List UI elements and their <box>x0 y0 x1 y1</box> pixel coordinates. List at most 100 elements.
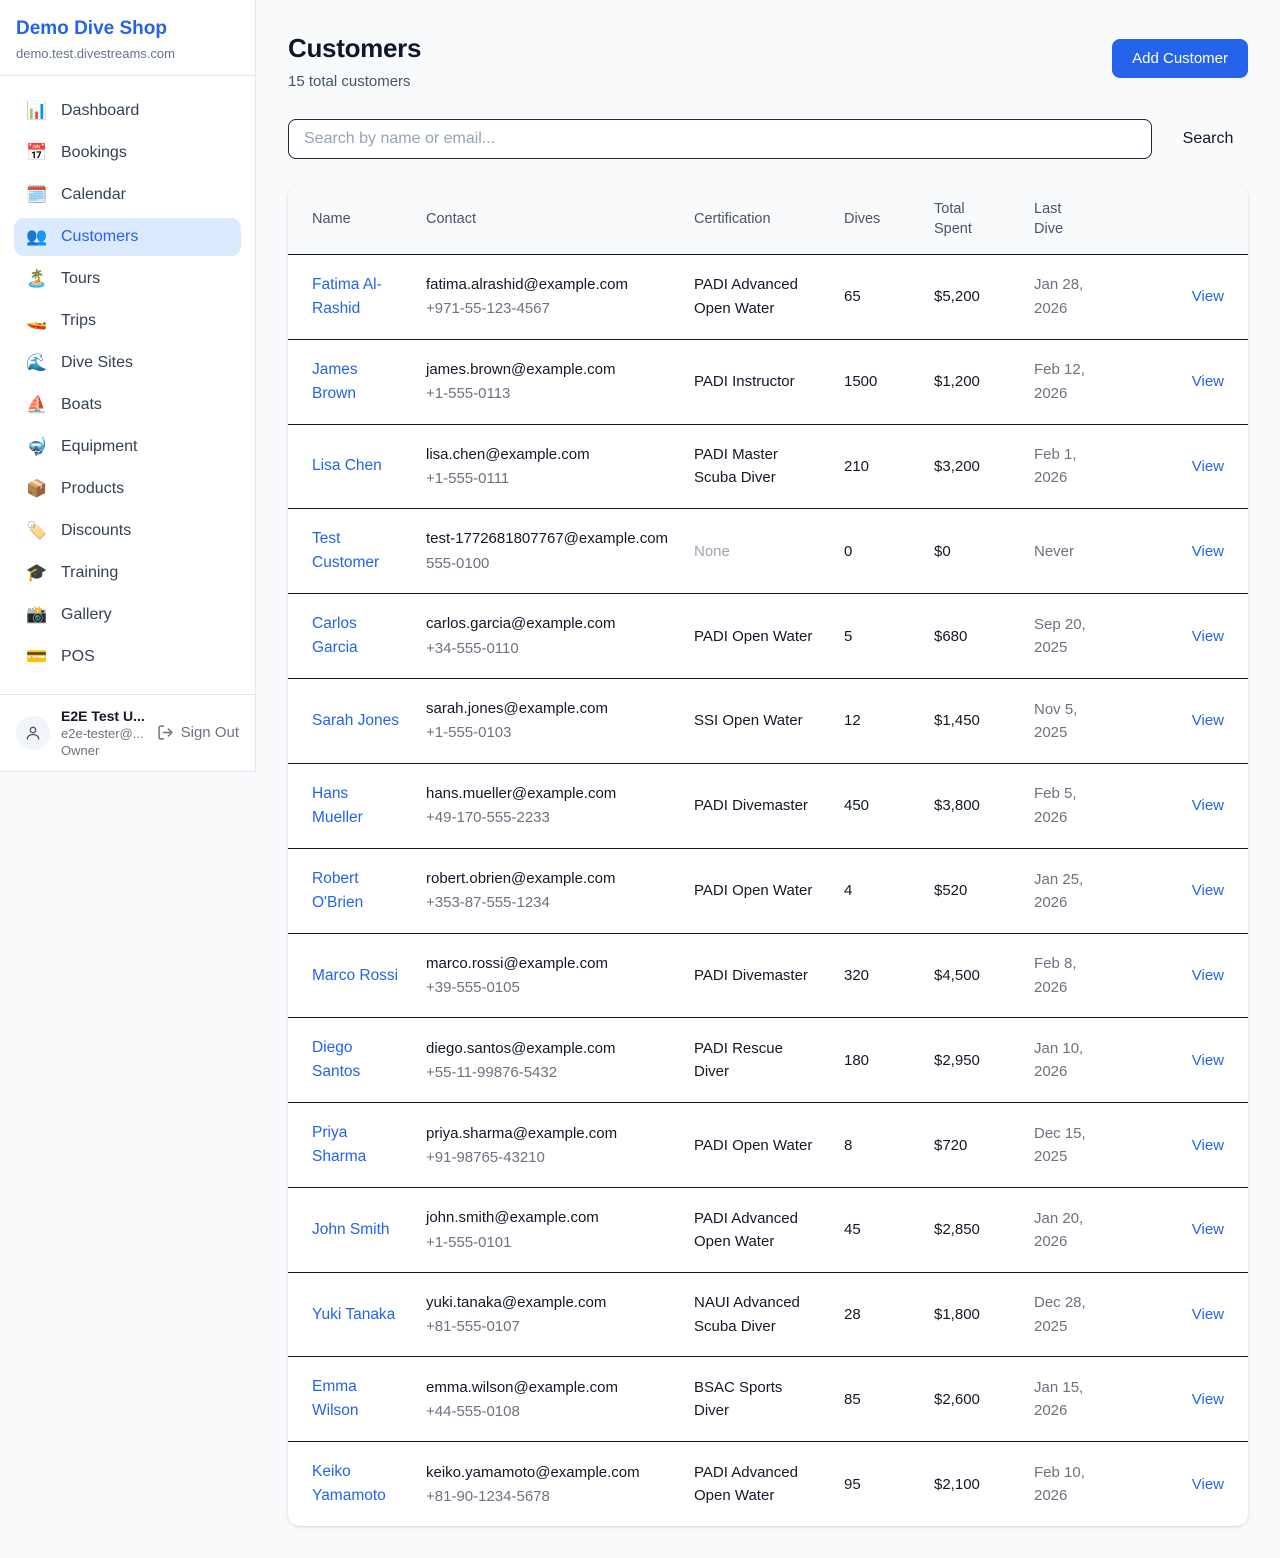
table-row: Priya Sharma priya.sharma@example.com +9… <box>288 1102 1248 1189</box>
customer-phone: +55-11-99876-5432 <box>426 1063 558 1081</box>
customer-email: keiko.yamamoto@example.com <box>426 1463 640 1481</box>
customer-email: fatima.alrashid@example.com <box>426 275 628 293</box>
sidebar-item-trips[interactable]: 🚤 Trips <box>14 302 241 340</box>
customer-dives: 95 <box>844 1475 861 1493</box>
diving-mask-icon: 🤿 <box>26 436 48 456</box>
customer-name-link[interactable]: Priya Sharma <box>312 1124 367 1166</box>
customer-name-link[interactable]: John Smith <box>312 1221 390 1239</box>
customer-name-link[interactable]: Diego Santos <box>312 1039 361 1081</box>
customer-name-link[interactable]: Hans Mueller <box>312 784 363 826</box>
view-link[interactable]: View <box>1191 287 1224 305</box>
customer-last-dive: Jan 15, 2026 <box>1022 1356 1122 1443</box>
customer-name-link[interactable]: Lisa Chen <box>312 457 382 475</box>
sidebar-item-discounts[interactable]: 🏷️ Discounts <box>14 512 241 550</box>
customer-total-spent: $3,800 <box>922 763 1022 849</box>
view-link[interactable]: View <box>1191 1136 1224 1154</box>
view-link[interactable]: View <box>1191 712 1224 730</box>
customer-name-link[interactable]: Robert O'Brien <box>312 869 364 911</box>
shop-domain: demo.test.divestreams.com <box>16 45 175 61</box>
view-link[interactable]: View <box>1191 1305 1224 1323</box>
table-row: Marco Rossi marco.rossi@example.com +39-… <box>288 933 1248 1019</box>
sidebar-item-label: POS <box>61 647 95 665</box>
sidebar-item-tours[interactable]: 🏝️ Tours <box>14 260 241 298</box>
customer-name-link[interactable]: Keiko Yamamoto <box>312 1463 386 1505</box>
customer-dives: 28 <box>832 1272 922 1358</box>
view-link[interactable]: View <box>1191 373 1224 391</box>
customer-name-link[interactable]: Emma Wilson <box>312 1378 359 1420</box>
customer-email: emma.wilson@example.com <box>426 1378 618 1396</box>
customer-name-link[interactable]: Sarah Jones <box>312 711 400 729</box>
wave-icon: 🌊 <box>26 352 48 372</box>
customer-total-spent: $5,200 <box>922 254 1022 340</box>
sidebar-item-products[interactable]: 📦 Products <box>14 470 241 508</box>
view-link[interactable]: View <box>1191 797 1224 815</box>
sign-out-button[interactable]: Sign Out <box>157 724 239 741</box>
customer-name-link[interactable]: Carlos Garcia <box>312 615 358 657</box>
column-header-certification: Certification <box>682 185 832 255</box>
customer-last-dive: Feb 8, 2026 <box>1022 933 1122 1019</box>
table-row: Fatima Al-Rashid fatima.alrashid@example… <box>288 254 1248 340</box>
view-link[interactable]: View <box>1191 966 1224 984</box>
sidebar-item-label: Customers <box>61 227 139 245</box>
sidebar-item-boats[interactable]: ⛵ Boats <box>14 386 241 424</box>
view-link[interactable]: View <box>1191 627 1224 645</box>
customer-email: marco.rossi@example.com <box>426 954 608 972</box>
avatar <box>16 715 50 750</box>
customer-email: sarah.jones@example.com <box>426 700 608 718</box>
sidebar-item-pos[interactable]: 💳 POS <box>14 638 241 676</box>
customer-certification: BSAC Sports Diver <box>694 1379 783 1420</box>
customer-name-link[interactable]: Test Customer <box>312 530 380 572</box>
customer-dives: 0 <box>832 508 922 595</box>
sidebar-item-training[interactable]: 🎓 Training <box>14 554 241 592</box>
customer-certification: PADI Advanced Open Water <box>694 1464 798 1505</box>
customer-email: robert.obrien@example.com <box>426 870 616 888</box>
customer-email: hans.mueller@example.com <box>426 784 617 802</box>
sidebar-item-calendar[interactable]: 🗓️ Calendar <box>14 176 241 214</box>
customer-total-spent: $2,600 <box>922 1356 1022 1443</box>
customer-phone: +81-90-1234-5678 <box>426 1487 550 1505</box>
customer-total-spent: $2,100 <box>934 1475 980 1493</box>
view-link[interactable]: View <box>1191 882 1224 900</box>
user-role: Owner <box>61 742 100 758</box>
view-link[interactable]: View <box>1191 1221 1224 1239</box>
customer-name-link[interactable]: Fatima Al-Rashid <box>312 275 382 317</box>
sidebar-item-bookings[interactable]: 📅 Bookings <box>14 134 241 172</box>
view-link[interactable]: View <box>1191 1390 1224 1408</box>
table-row: Hans Mueller hans.mueller@example.com +4… <box>288 763 1248 849</box>
sidebar-item-dashboard[interactable]: 📊 Dashboard <box>14 92 241 130</box>
customer-last-dive: Jan 10, 2026 <box>1022 1017 1122 1104</box>
sidebar-item-label: Calendar <box>61 185 126 203</box>
customer-email: lisa.chen@example.com <box>426 445 590 463</box>
table-row: Diego Santos diego.santos@example.com +5… <box>288 1017 1248 1104</box>
sign-out-label: Sign Out <box>180 724 239 742</box>
bar-chart-icon: 📊 <box>26 100 48 120</box>
sidebar-item-customers[interactable]: 👥 Customers <box>14 217 241 256</box>
table-row: Robert O'Brien robert.obrien@example.com… <box>288 848 1248 934</box>
credit-card-icon: 💳 <box>26 646 48 666</box>
customer-certification: PADI Divemaster <box>694 966 808 984</box>
add-customer-button[interactable]: Add Customer <box>1112 39 1248 78</box>
customer-name-link[interactable]: Marco Rossi <box>312 966 399 984</box>
sidebar-item-label: Bookings <box>61 143 127 161</box>
column-header-actions <box>1122 185 1248 255</box>
customer-certification: PADI Advanced Open Water <box>694 276 798 317</box>
customer-name-link[interactable]: Yuki Tanaka <box>312 1305 396 1323</box>
customer-certification: PADI Advanced Open Water <box>694 1209 798 1251</box>
view-link[interactable]: View <box>1191 1051 1224 1069</box>
sidebar-item-equipment[interactable]: 🤿 Equipment <box>14 428 241 466</box>
view-link[interactable]: View <box>1191 1475 1224 1493</box>
view-link[interactable]: View <box>1191 542 1224 560</box>
customer-name-link[interactable]: James Brown <box>312 360 358 402</box>
customer-dives: 85 <box>832 1356 922 1443</box>
search-button[interactable]: Search <box>1168 122 1248 156</box>
customer-certification: PADI Open Water <box>694 882 813 900</box>
sidebar-item-gallery[interactable]: 📸 Gallery <box>14 596 241 634</box>
customer-last-dive: Jan 28, 2026 <box>1022 254 1122 340</box>
user-section: E2E Test U... e2e-tester@... Owner Sign … <box>0 693 255 771</box>
sidebar-item-dive-sites[interactable]: 🌊 Dive Sites <box>14 344 241 382</box>
sailboat-icon: ⛵ <box>26 394 48 414</box>
customer-dives: 4 <box>832 848 922 934</box>
view-link[interactable]: View <box>1191 457 1224 475</box>
search-input[interactable] <box>288 119 1152 159</box>
customer-email: john.smith@example.com <box>426 1209 599 1227</box>
